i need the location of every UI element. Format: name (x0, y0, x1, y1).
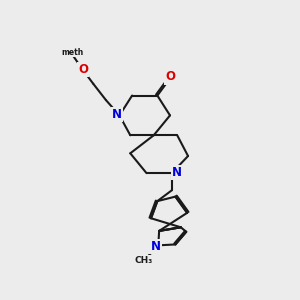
Text: CH₃: CH₃ (135, 256, 153, 265)
Text: N: N (112, 108, 122, 121)
Text: N: N (151, 240, 160, 253)
Text: O: O (78, 63, 88, 76)
Text: N: N (172, 166, 182, 179)
Text: O: O (165, 70, 175, 83)
Text: meth: meth (61, 48, 84, 57)
Text: methoxy: methoxy (62, 52, 81, 56)
